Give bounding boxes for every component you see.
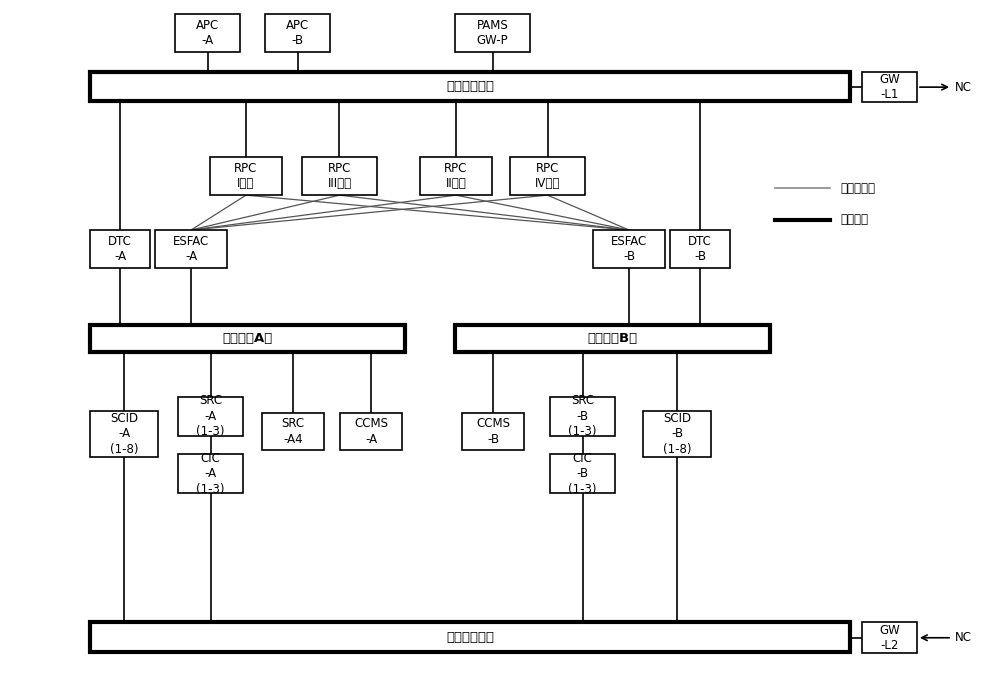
- Bar: [643, 411, 711, 457]
- Bar: [265, 14, 330, 52]
- Bar: [210, 157, 282, 195]
- Bar: [420, 157, 492, 195]
- Text: SRC
-A4: SRC -A4: [281, 418, 305, 445]
- Bar: [455, 325, 770, 352]
- Text: RPC
I通道: RPC I通道: [234, 162, 258, 190]
- Bar: [670, 230, 730, 268]
- Bar: [302, 157, 377, 195]
- Bar: [593, 230, 665, 268]
- Text: ESFAC
-B: ESFAC -B: [611, 235, 647, 263]
- Text: NC: NC: [955, 631, 972, 644]
- Text: GW
-L1: GW -L1: [879, 73, 900, 101]
- Bar: [155, 230, 227, 268]
- Bar: [262, 413, 324, 450]
- Bar: [90, 72, 850, 101]
- Bar: [510, 157, 585, 195]
- Bar: [90, 230, 150, 268]
- Text: SRC
-B
(1-3): SRC -B (1-3): [568, 395, 597, 438]
- Text: 安全总线A列: 安全总线A列: [222, 332, 273, 345]
- Text: PAMS
GW-P: PAMS GW-P: [477, 19, 508, 47]
- Bar: [178, 454, 243, 493]
- Bar: [550, 454, 615, 493]
- Text: GW
-L2: GW -L2: [879, 624, 900, 652]
- Bar: [175, 14, 240, 52]
- Text: 安全总线B列: 安全总线B列: [587, 332, 638, 345]
- Text: DTC
-B: DTC -B: [688, 235, 712, 263]
- Text: CCMS
-A: CCMS -A: [354, 418, 388, 445]
- Bar: [340, 413, 402, 450]
- Text: ESFAC
-A: ESFAC -A: [173, 235, 209, 263]
- Bar: [90, 411, 158, 457]
- Text: NC: NC: [955, 81, 972, 93]
- Bar: [462, 413, 524, 450]
- Text: RPC
II通道: RPC II通道: [444, 162, 468, 190]
- Text: 点对点通信: 点对点通信: [840, 182, 875, 194]
- Text: SCID
-B
(1-8): SCID -B (1-8): [663, 412, 691, 456]
- Bar: [178, 397, 243, 436]
- Text: RPC
IV通道: RPC IV通道: [535, 162, 560, 190]
- Text: SCID
-A
(1-8): SCID -A (1-8): [110, 412, 138, 456]
- Text: APC
-B: APC -B: [286, 19, 309, 47]
- Bar: [90, 622, 850, 652]
- Bar: [90, 325, 405, 352]
- Bar: [862, 72, 917, 102]
- Text: RPC
III通道: RPC III通道: [327, 162, 352, 190]
- Bar: [455, 14, 530, 52]
- Text: 人机数据总线: 人机数据总线: [446, 631, 494, 643]
- Bar: [550, 397, 615, 436]
- Text: DTC
-A: DTC -A: [108, 235, 132, 263]
- Text: CCMS
-B: CCMS -B: [476, 418, 510, 445]
- Bar: [862, 622, 917, 653]
- Text: SRC
-A
(1-3): SRC -A (1-3): [196, 395, 225, 438]
- Text: 环网通信: 环网通信: [840, 213, 868, 226]
- Text: CIC
-B
(1-3): CIC -B (1-3): [568, 452, 597, 496]
- Text: APC
-A: APC -A: [196, 19, 219, 47]
- Text: 安全系统总线: 安全系统总线: [446, 80, 494, 93]
- Text: CIC
-A
(1-3): CIC -A (1-3): [196, 452, 225, 496]
